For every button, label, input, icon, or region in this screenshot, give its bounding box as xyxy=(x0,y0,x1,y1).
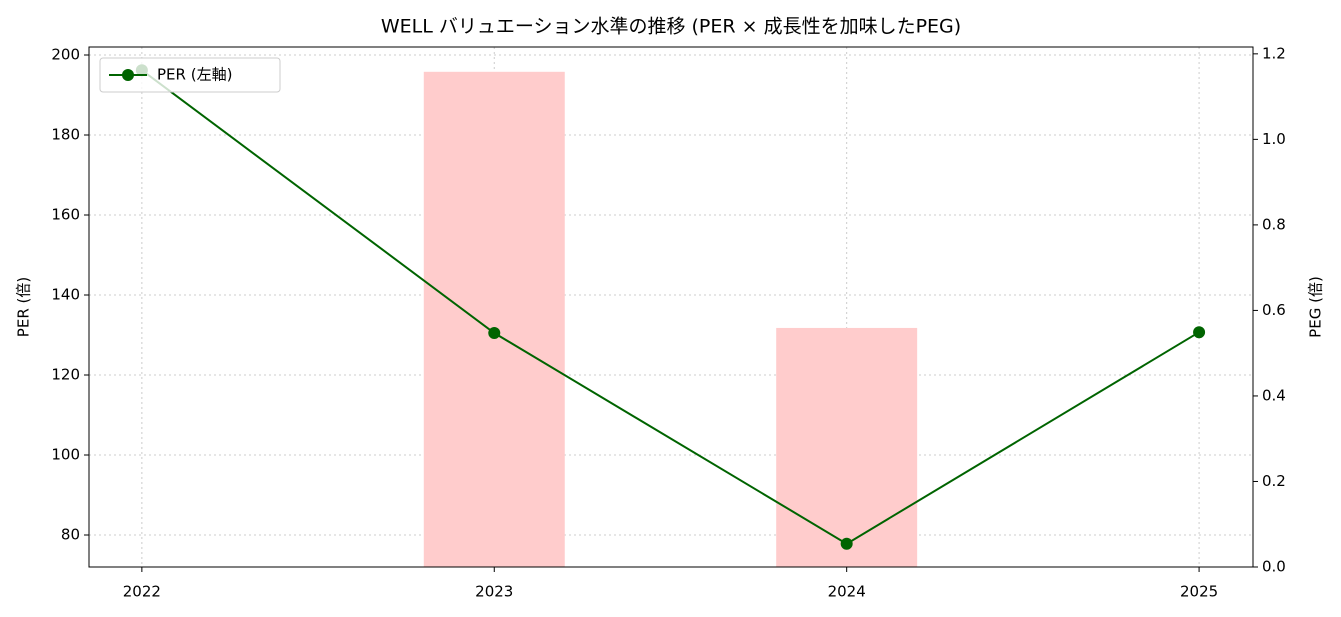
bar xyxy=(776,327,918,567)
line xyxy=(141,69,1200,545)
y-tick-label: 100 xyxy=(51,446,80,464)
y2-axis-label: PEG (倍) xyxy=(1307,276,1325,338)
legend-box xyxy=(99,57,281,93)
y-tick-label: 80 xyxy=(61,526,80,544)
y-tick-label: 120 xyxy=(51,366,80,384)
x-tick-label: 2022 xyxy=(123,583,161,601)
x-tick-label: 2024 xyxy=(828,583,866,601)
x-tick-label: 2023 xyxy=(475,583,513,601)
y2-tick-label: 0.0 xyxy=(1262,558,1286,576)
bar xyxy=(423,71,565,567)
y-tick-label: 200 xyxy=(51,46,80,64)
y2-tick-label: 1.2 xyxy=(1262,44,1286,62)
legend-label: PER (左軸) xyxy=(157,66,232,84)
legend: PER (左軸) xyxy=(99,57,281,93)
chart-title: WELL バリュエーション水準の推移 (PER × 成長性を加味したPEG) xyxy=(381,16,961,38)
y2-tick-label: 0.8 xyxy=(1262,215,1286,233)
y-tick-label: 140 xyxy=(51,286,80,304)
y2-tick-label: 0.2 xyxy=(1262,472,1286,490)
y-tick-label: 160 xyxy=(51,206,80,224)
point xyxy=(840,537,853,550)
point xyxy=(1193,326,1206,339)
point xyxy=(488,327,501,339)
y-axis-label: PER (倍) xyxy=(15,277,33,337)
legend-marker xyxy=(122,69,134,81)
y-tick-label: 180 xyxy=(51,126,80,144)
x-tick-label: 2025 xyxy=(1180,583,1218,601)
y2-tick-label: 0.4 xyxy=(1262,386,1286,404)
plot-frame xyxy=(88,46,1254,568)
y2-tick-label: 0.6 xyxy=(1262,301,1286,319)
y2-tick-label: 1.0 xyxy=(1262,130,1286,148)
